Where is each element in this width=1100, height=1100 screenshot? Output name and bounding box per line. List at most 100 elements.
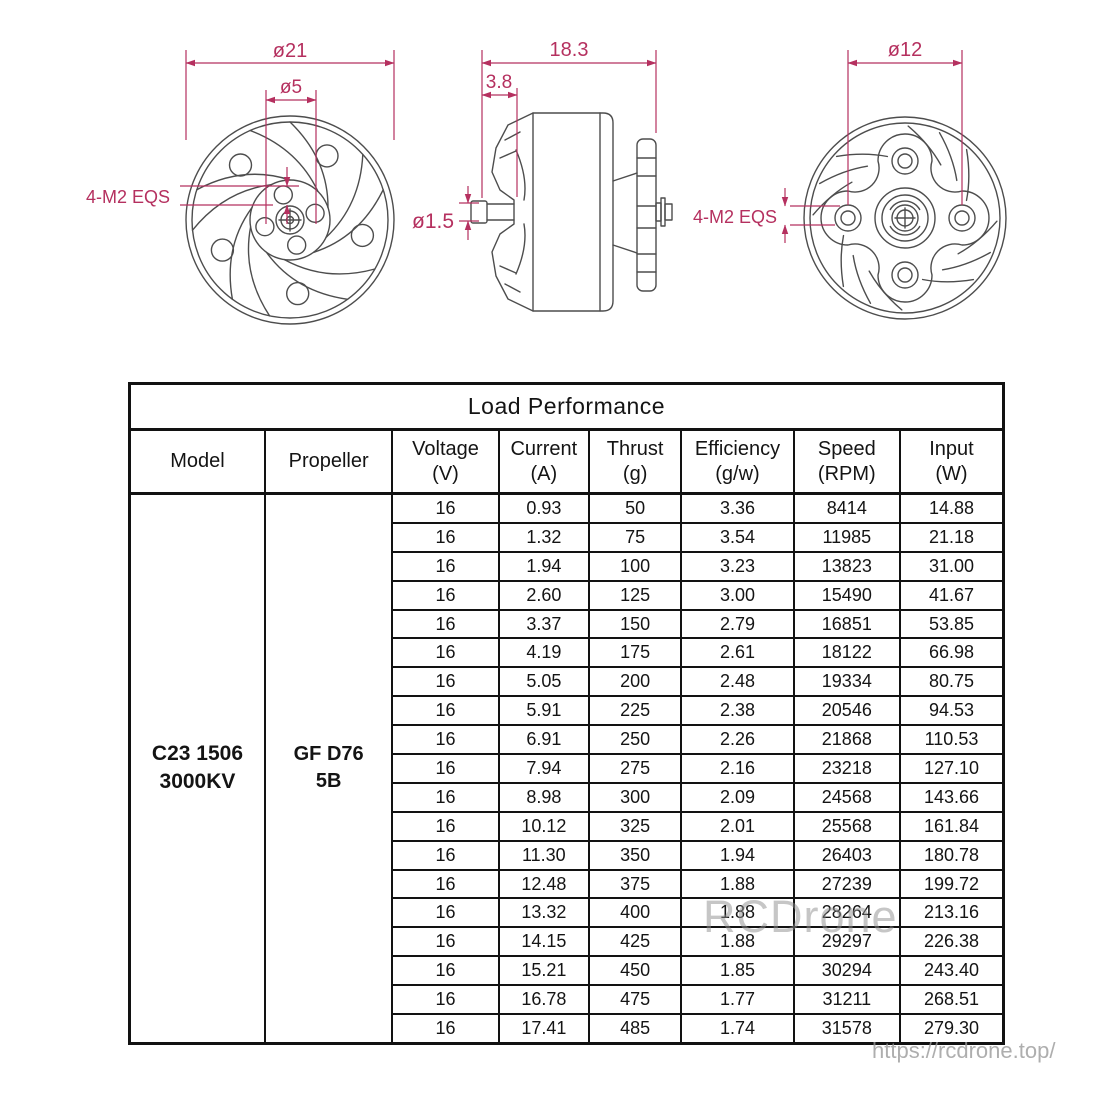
cell-efficiency: 2.26	[680, 724, 795, 756]
column-header-voltage: Voltage (V)	[391, 428, 500, 495]
cell-efficiency: 1.88	[680, 897, 795, 929]
table-row: 16 1.32 75 3.54 11985 21.18	[130, 521, 1005, 553]
front-view-dimensions: ø21 ø5 4-M2 EQS	[86, 40, 395, 224]
cell-speed: 27239	[792, 868, 901, 900]
column-label: Speed	[817, 438, 876, 461]
cell-thrust: 300	[587, 781, 683, 813]
cell-thrust: 275	[587, 753, 683, 784]
cell-current: 5.91	[497, 695, 590, 727]
table-row: 16 12.48 375 1.88 27239 199.72	[130, 868, 1005, 900]
dim-bottom-mount-holes: 4-M2 EQS	[693, 207, 777, 227]
cell-input: 161.84	[898, 810, 1005, 842]
table-row: 16 17.41 485 1.74 31578 279.30	[130, 1013, 1005, 1045]
cell-input: 213.16	[898, 897, 1005, 929]
cell-speed: 11985	[792, 521, 901, 553]
front-view-linework	[185, 115, 395, 325]
cell-efficiency: 1.74	[680, 1013, 795, 1045]
cell-speed: 19334	[792, 666, 901, 698]
cell-current: 10.12	[497, 810, 590, 842]
cell-thrust: 200	[587, 666, 683, 698]
table-row: 16 11.30 350 1.94 26403 180.78	[130, 839, 1005, 871]
cell-current: 7.94	[497, 753, 590, 784]
cell-speed: 8414	[792, 492, 901, 524]
cell-input: 66.98	[898, 637, 1005, 669]
cell-current: 16.78	[497, 984, 590, 1016]
column-label: Thrust	[606, 438, 664, 461]
cell-input: 226.38	[898, 926, 1005, 958]
cell-voltage: 16	[391, 579, 500, 611]
cell-efficiency: 2.48	[680, 666, 795, 698]
column-label: Current	[510, 438, 578, 461]
cell-voltage: 16	[391, 810, 500, 842]
cell-efficiency: 3.00	[680, 579, 795, 611]
load-performance-table: Load Performance Model Propeller Voltage (V…	[128, 382, 1005, 1045]
table-title: Load Performance	[128, 382, 1005, 431]
cell-thrust: 125	[587, 579, 683, 611]
load-performance-section: Load Performance Model Propeller Voltage (V…	[128, 382, 1005, 1045]
cell-speed: 25568	[792, 810, 901, 842]
cell-efficiency: 1.77	[680, 984, 795, 1016]
column-header-efficiency: Efficiency (g/w)	[680, 428, 795, 495]
dim-front-outer-diameter: ø21	[273, 40, 307, 62]
cell-thrust: 375	[587, 868, 683, 900]
cell-thrust: 400	[587, 897, 683, 929]
table-row: 16 4.19 175 2.61 18122 66.98	[130, 637, 1005, 669]
cell-input: 53.85	[898, 608, 1005, 640]
propeller-cell: GF D76 5B	[263, 492, 394, 1045]
table-row: 16 14.15 425 1.88 29297 226.38	[130, 926, 1005, 958]
cell-input: 41.67	[898, 579, 1005, 611]
cell-speed: 21868	[792, 724, 901, 756]
column-unit: (RPM)	[817, 462, 876, 485]
cell-voltage: 16	[391, 897, 500, 929]
cell-input: 31.00	[898, 550, 1005, 582]
table-row: C23 1506 3000KV GF D76 5B 16 0.93 50 3.36 8414 14…	[128, 492, 1005, 1045]
cell-speed: 24568	[792, 781, 901, 813]
column-unit: (A)	[530, 462, 558, 485]
dim-front-hub-diameter: ø5	[280, 77, 302, 98]
column-unit: (W)	[935, 462, 968, 485]
column-unit: (V)	[432, 462, 459, 485]
cell-efficiency: 3.23	[680, 550, 795, 582]
cell-input: 268.51	[898, 984, 1005, 1016]
cell-input: 110.53	[898, 724, 1005, 756]
column-header-input: Input (W)	[898, 428, 1005, 495]
technical-drawings: ø21 ø5 4-M2 EQS	[86, 39, 1007, 325]
cell-thrust: 350	[587, 839, 683, 871]
table-row: 16 3.37 150 2.79 16851 53.85	[130, 608, 1005, 640]
cell-voltage: 16	[391, 695, 500, 727]
column-header-thrust: Thrust (g)	[587, 428, 683, 495]
cell-voltage: 16	[391, 955, 500, 987]
cell-speed: 20546	[792, 695, 901, 727]
table-row: 16 5.05 200 2.48 19334 80.75	[130, 666, 1005, 698]
cell-input: 199.72	[898, 868, 1005, 900]
cell-current: 0.93	[497, 492, 590, 524]
cell-current: 1.32	[497, 521, 590, 553]
column-header-model: Model	[128, 428, 266, 495]
table-row: 16 10.12 325 2.01 25568 161.84	[130, 810, 1005, 842]
cell-input: 243.40	[898, 955, 1005, 987]
cell-input: 127.10	[898, 753, 1005, 784]
cell-speed: 28264	[792, 897, 901, 929]
table-row: 16 2.60 125 3.00 15490 41.67	[130, 579, 1005, 611]
column-label: Propeller	[288, 450, 369, 473]
motor-front-view-drawing: ø21 ø5 4-M2 EQS	[86, 40, 395, 325]
cell-efficiency: 1.85	[680, 955, 795, 987]
cell-voltage: 16	[391, 666, 500, 698]
dim-side-total-length: 18.3	[550, 39, 589, 61]
cell-thrust: 485	[587, 1013, 683, 1045]
side-view-dimensions: 18.3 3.8 ø1.5	[412, 39, 657, 240]
cell-speed: 23218	[792, 753, 901, 784]
column-header-propeller: Propeller	[263, 428, 394, 495]
table-row: 16 8.98 300 2.09 24568 143.66	[130, 781, 1005, 813]
column-label: Voltage	[412, 438, 479, 461]
cell-current: 14.15	[497, 926, 590, 958]
cell-efficiency: 2.09	[680, 781, 795, 813]
cell-voltage: 16	[391, 926, 500, 958]
dim-bottom-bolt-circle: ø12	[888, 39, 922, 61]
cell-current: 3.37	[497, 608, 590, 640]
cell-current: 13.32	[497, 897, 590, 929]
cell-thrust: 175	[587, 637, 683, 669]
cell-thrust: 425	[587, 926, 683, 958]
cell-current: 2.60	[497, 579, 590, 611]
